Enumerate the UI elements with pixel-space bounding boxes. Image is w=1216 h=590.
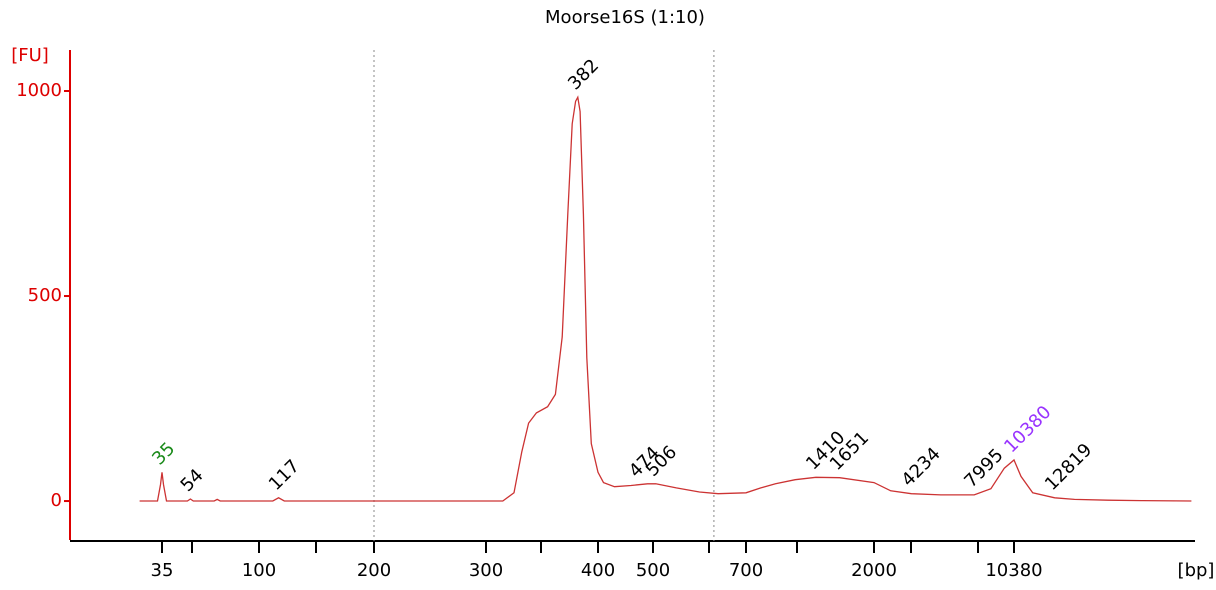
- y-axis-label: [FU]: [11, 45, 49, 66]
- x-tick-label: 10380: [985, 560, 1042, 581]
- x-tick-label: 35: [151, 560, 174, 581]
- x-axis-label: [bp]: [1178, 560, 1215, 581]
- peak-label: 10380: [1000, 402, 1055, 457]
- trace: [139, 95, 1192, 502]
- peak-label: 4234: [898, 443, 945, 490]
- peak-label: 12819: [1041, 439, 1096, 494]
- peak-label: 382: [564, 55, 603, 94]
- chart-title: Moorse16S (1:10): [545, 7, 705, 28]
- x-tick-label: 100: [242, 560, 276, 581]
- x-tick-label: 2000: [851, 560, 897, 581]
- x-tick-label: 700: [729, 560, 763, 581]
- x-tick-label: 300: [469, 560, 503, 581]
- peak-label: 54: [177, 465, 208, 496]
- x-tick-label: 400: [581, 560, 615, 581]
- x-tick-label: 200: [357, 560, 391, 581]
- peak-label: 117: [265, 456, 304, 495]
- x-tick-label: 500: [636, 560, 670, 581]
- y-tick-label: 0: [51, 490, 62, 511]
- peak-label: 35: [148, 438, 179, 469]
- y-tick-label: 1000: [16, 80, 62, 101]
- y-tick-label: 500: [28, 285, 62, 306]
- peak-label: 7995: [960, 445, 1007, 492]
